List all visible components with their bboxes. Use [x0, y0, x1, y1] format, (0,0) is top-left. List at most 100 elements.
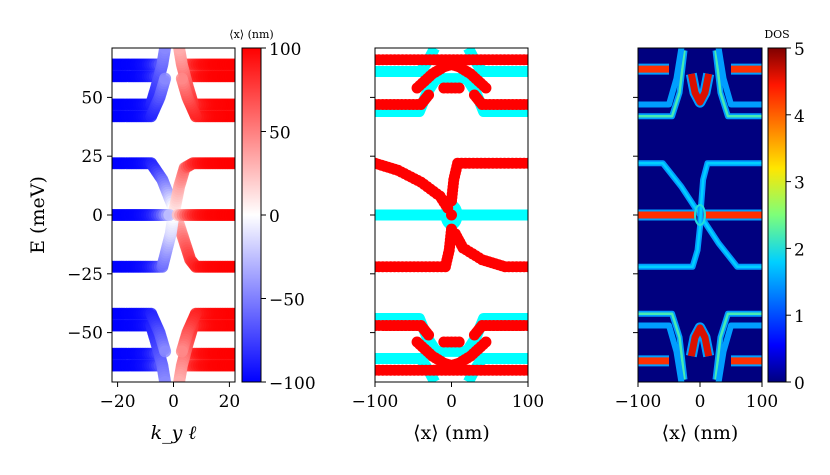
- cyan-dn-1: [375, 352, 440, 382]
- ridge-dn-4: [715, 322, 762, 382]
- panel-3: −100 0 100 ⟨x⟩ (nm) 5 4 3 2 1 0 DOS: [615, 28, 805, 444]
- data-point: [522, 261, 528, 273]
- ridge-core: [714, 312, 762, 380]
- data-point: [468, 89, 480, 101]
- data-point: [159, 376, 172, 382]
- ridge-up-4: [715, 48, 762, 108]
- ridge-core: [687, 324, 713, 357]
- ridge-core: [687, 73, 713, 106]
- plot-area: [112, 48, 235, 382]
- red-dn-3: [468, 320, 528, 341]
- colorbar-1: 100 50 0 −50 −100 ⟨x⟩ (nm): [229, 28, 315, 394]
- data-point: [522, 54, 528, 66]
- cyan-dn-2: [463, 352, 528, 382]
- ridge-core: [638, 162, 762, 268]
- cyan-up-1: [375, 48, 440, 78]
- red-dn-5: [438, 336, 465, 348]
- colorbar-label: ⟨x⟩ (nm): [229, 28, 273, 41]
- ridge-dn-1: [638, 310, 688, 380]
- colorbar-tick-label: 50: [269, 124, 291, 144]
- colorbar-3: 5 4 3 2 1 0 DOS: [764, 28, 805, 394]
- ridge-core: [714, 50, 762, 118]
- red-mid-1: [375, 157, 454, 214]
- red-mid-1b: [449, 228, 528, 273]
- x-tick-label: 20: [219, 392, 241, 412]
- x-tick-label: 0: [168, 392, 179, 412]
- data-point: [175, 72, 188, 85]
- colorbar-tick-label: 4: [794, 107, 805, 127]
- colorbar-tick-label: 1: [794, 307, 805, 327]
- band-dn-4: [112, 307, 172, 358]
- ridge-core: [717, 48, 762, 106]
- ridge-core: [638, 312, 686, 380]
- colorbar-tick-label: 2: [794, 240, 805, 260]
- y-tick-label: 0: [92, 206, 103, 226]
- colorbar-label: DOS: [764, 28, 789, 41]
- ridge-up-2: [712, 50, 762, 120]
- ridge-dn-center: [685, 322, 715, 358]
- band-up-4: [112, 72, 172, 123]
- data-point: [446, 223, 457, 235]
- panel-2: −100 0 100 ⟨x⟩ (nm): [352, 47, 544, 444]
- red-zero: [446, 209, 457, 221]
- y-axis-label: E (meV): [27, 176, 49, 254]
- data-point: [446, 209, 457, 221]
- colorbar-tick-label: 5: [794, 40, 805, 60]
- red-mid-2: [375, 223, 457, 273]
- band-zero-left: [112, 209, 176, 221]
- red-dn-2: [375, 320, 435, 341]
- colorbar-tick-label: 0: [794, 374, 805, 394]
- x-tick-label: 0: [446, 392, 457, 412]
- x-tick-label: 0: [695, 392, 706, 412]
- red-up-5: [438, 82, 465, 94]
- data-point: [423, 329, 435, 341]
- data-point: [229, 260, 235, 273]
- data-point: [480, 336, 492, 348]
- band-dn-8: [175, 307, 235, 358]
- data-point: [173, 376, 186, 382]
- ridge-up-1: [638, 50, 688, 120]
- x-tick-label: −100: [615, 392, 662, 412]
- ridge-core: [638, 48, 683, 106]
- y-tick-label: 25: [81, 147, 103, 167]
- colorbar-gradient: [767, 47, 787, 383]
- data-point: [468, 329, 480, 341]
- data-point: [229, 359, 235, 372]
- colorbar-tick-label: −50: [269, 291, 305, 311]
- data-point: [522, 364, 528, 376]
- data-point: [453, 82, 465, 94]
- x-tick-label: −20: [100, 392, 136, 412]
- plot-area: [375, 48, 528, 382]
- panel-1: −20 0 20 50 25 0 −25 −50 k_y ℓ E (meV) 100 50 0 −50 −1…: [27, 28, 316, 444]
- data-point: [159, 48, 172, 54]
- data-point: [159, 72, 172, 85]
- data-point: [163, 209, 176, 221]
- x-axis-label: k_y ℓ: [151, 422, 197, 444]
- band-dn-5: [178, 359, 235, 372]
- ridge-up-3: [638, 48, 685, 108]
- data-point: [522, 157, 528, 169]
- plot-area: [638, 48, 762, 382]
- red-mid-2b: [446, 157, 528, 207]
- data-point: [453, 336, 465, 348]
- band-zero-right: [171, 209, 235, 221]
- ridge-core: [638, 50, 686, 118]
- y-tick-label: −50: [67, 324, 103, 344]
- data-point: [175, 345, 188, 358]
- red-dn-4: [411, 336, 492, 372]
- colorbar-tick-label: 3: [794, 174, 805, 194]
- data-point: [173, 48, 186, 54]
- x-axis-label: ⟨x⟩ (nm): [413, 422, 490, 444]
- data-point: [423, 89, 435, 101]
- data-point: [159, 345, 172, 358]
- data-point: [229, 347, 235, 360]
- colorbar-gradient: [241, 47, 262, 383]
- x-axis-label: ⟨x⟩ (nm): [662, 422, 739, 444]
- red-up-4: [411, 58, 492, 94]
- ridge-dn-3: [638, 322, 685, 382]
- band-mid-2: [112, 157, 235, 273]
- data-point: [229, 209, 235, 221]
- x-tick-label: 100: [512, 392, 544, 412]
- data-point: [229, 70, 235, 83]
- data-point: [480, 82, 492, 94]
